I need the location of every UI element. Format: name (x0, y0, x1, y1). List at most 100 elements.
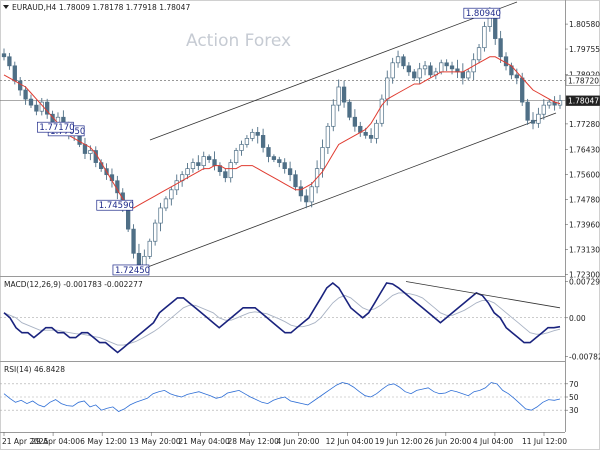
candle-body (363, 132, 368, 136)
candle-body (185, 168, 190, 176)
annotation-box (112, 264, 150, 276)
time-tick-label: 21 Apr 2025 (2, 437, 49, 446)
main-grid (0, 79, 565, 102)
candle-body (320, 147, 325, 169)
candle-body (395, 56, 401, 64)
annotation-box (37, 121, 74, 133)
current-price-box (565, 95, 600, 106)
time-tick-label: 19 Jun 12:00 (375, 437, 423, 446)
candle-body (374, 122, 379, 139)
candle-body (417, 68, 422, 79)
rsi-tick-label: 50 (569, 393, 579, 402)
candle-body (196, 162, 201, 166)
header: EURAUD,H4 1.78009 1.78178 1.77918 1.7804… (3, 3, 190, 12)
candle-body (514, 74, 519, 79)
candle-body (547, 101, 552, 106)
candle-body (260, 135, 266, 148)
candle-body (428, 65, 433, 76)
price-tick-label: 1.78920 (569, 70, 600, 79)
price-tick-label: 1.74780 (569, 195, 600, 204)
candle-body (541, 104, 546, 115)
candle-body (158, 207, 163, 224)
candle-body (206, 156, 212, 160)
candle-body (331, 104, 336, 127)
candle-body (347, 101, 352, 118)
macd-axis: 0.007291 0.00 -0.00782 (565, 278, 600, 362)
candle-body (23, 89, 28, 100)
channel-upper-line (149, 1, 518, 141)
candle-body (277, 159, 282, 163)
price-tick-label: 1.80580 (569, 20, 600, 29)
candle-body (476, 47, 482, 61)
candle-body (412, 71, 417, 79)
candle-body (233, 150, 239, 163)
time-tick-label: 11 Jul 12:00 (522, 437, 567, 446)
candle-body (7, 56, 12, 67)
macd-tick-label: -0.00782 (569, 353, 600, 362)
rsi-axis: 70 50 30 (565, 380, 579, 415)
annotation-box (463, 7, 501, 19)
candle-body (503, 56, 509, 67)
price-axis: 1.80580 1.79755 1.78920 1.78047 1.77280 1.764… (565, 20, 600, 279)
candle-body (255, 132, 260, 136)
candle-body (250, 132, 255, 139)
watermark: Action Forex (186, 31, 291, 51)
candle-body (169, 189, 174, 200)
candle-body (439, 62, 444, 73)
candle-body (223, 171, 228, 179)
dropdown-triangle-icon[interactable] (3, 5, 9, 9)
candle-body (460, 71, 465, 79)
candle-body (28, 98, 34, 106)
candle-body (18, 80, 23, 91)
rsi-tick-label: 70 (569, 380, 579, 389)
candle-body (152, 222, 158, 242)
price-tick-label: 1.73130 (569, 245, 600, 254)
time-tick-label: 28 May 12:00 (227, 437, 279, 446)
time-tick-label: 12 Jun 04:00 (326, 437, 374, 446)
annotation-label: 1.80940 (466, 9, 501, 19)
candle-body (449, 65, 455, 70)
candle-body (174, 180, 179, 191)
candle-body (244, 138, 250, 145)
candle-body (341, 86, 347, 103)
rsi-title: RSI(14) 46.8428 (4, 365, 65, 374)
annotation-box (96, 199, 134, 211)
candle-body (82, 144, 88, 154)
macd-line (3, 281, 561, 354)
rsi-lines (3, 382, 561, 412)
candle-body (142, 255, 147, 266)
macd-lines (3, 281, 561, 354)
symbol-label: EURAUD,H4 (12, 3, 57, 12)
ohlc-values: 1.78009 1.78178 1.77918 1.78047 (59, 3, 190, 12)
candle-body (401, 56, 406, 67)
candle-body (385, 77, 390, 100)
candle-body (422, 65, 428, 70)
candle-body (352, 116, 358, 127)
price-channel (144, 1, 557, 269)
candle-body (131, 228, 136, 254)
candle-body (525, 101, 530, 121)
candle-body (530, 119, 536, 124)
candle-body (309, 186, 314, 203)
candle-body (379, 98, 385, 124)
ma-line (3, 56, 561, 209)
macd-trendline (405, 281, 561, 309)
level-price-box (565, 75, 600, 86)
candle-body (466, 71, 471, 79)
annotation-label: 1.72450 (115, 266, 150, 276)
price-tick-label: 1.79755 (569, 45, 600, 54)
current-price-label: 1.78047 (568, 97, 599, 106)
candle-body (201, 156, 206, 166)
macd-signal-line (3, 292, 561, 346)
candle-body (136, 252, 142, 266)
candle-body (336, 86, 341, 106)
candle-body (45, 101, 50, 115)
time-tick-label: 4 Jun 20:00 (277, 437, 320, 446)
channel-lower-line (144, 112, 557, 269)
candle-body (325, 125, 331, 148)
candle-body (163, 198, 169, 209)
level-price-label: 1.78720 (568, 76, 599, 85)
